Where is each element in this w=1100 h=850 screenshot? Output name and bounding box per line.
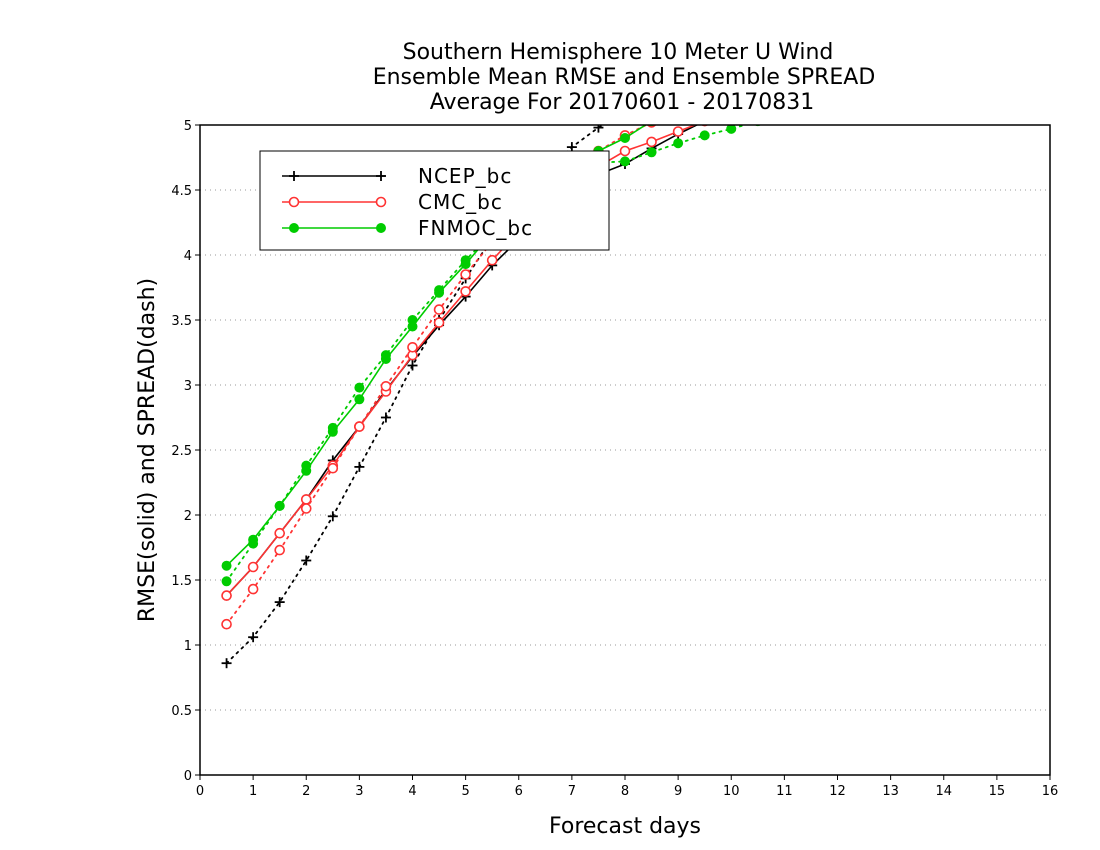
legend-marker-cmc-bc (288, 196, 300, 208)
point-cmc-bc-rmse (433, 317, 445, 328)
point-fnmoc-bc-spread (221, 576, 232, 587)
x-tick-label: 2 (302, 784, 310, 799)
point-fnmoc-bc-rmse (221, 560, 232, 571)
point-cmc-bc-rmse (221, 590, 232, 601)
point-cmc-bc-spread (274, 544, 285, 556)
x-tick-label: 6 (515, 784, 523, 799)
x-tick-label: 11 (776, 784, 793, 799)
y-tick-label: 3 (184, 379, 192, 394)
point-cmc-bc-rmse (274, 527, 285, 539)
point-fnmoc-bc-spread (407, 315, 418, 325)
point-fnmoc-bc-spread (274, 500, 285, 511)
point-ncep-bc-spread (354, 461, 365, 472)
legend-label-fnmoc-bc: FNMOC_bc (418, 216, 533, 240)
point-cmc-bc-spread (460, 269, 471, 280)
y-tick-label: 0 (184, 769, 192, 784)
y-tick-label: 1 (184, 639, 192, 654)
point-cmc-bc-rmse (460, 286, 471, 297)
point-fnmoc-bc-spread (434, 285, 445, 296)
point-cmc-bc-spread (433, 304, 445, 315)
point-fnmoc-bc-spread (726, 125, 737, 134)
point-ncep-bc-spread (566, 142, 577, 153)
point-fnmoc-bc-spread (354, 382, 365, 393)
legend-marker-cmc-bc (375, 196, 387, 208)
point-cmc-bc-rmse (247, 561, 259, 573)
point-fnmoc-bc-spread (673, 138, 684, 149)
point-cmc-bc-spread (221, 618, 232, 630)
y-tick-label: 2 (184, 509, 192, 524)
x-tick-label: 9 (674, 784, 682, 799)
point-fnmoc-bc-spread (327, 422, 338, 433)
x-tick-label: 7 (568, 784, 576, 799)
gridlines (200, 189, 1050, 711)
x-tick-label: 14 (935, 784, 952, 799)
point-cmc-bc-spread (407, 341, 418, 353)
x-tick-label: 15 (989, 784, 1006, 799)
legend-marker-ncep-bc (376, 171, 386, 181)
x-tick-label: 8 (621, 784, 629, 799)
point-cmc-bc-spread (300, 503, 312, 514)
x-tick-label: 0 (196, 784, 204, 799)
x-tick-label: 3 (355, 784, 363, 799)
y-tick-label: 4 (184, 249, 192, 264)
y-tick-label: 5 (184, 119, 192, 134)
point-ncep-bc-spread (274, 597, 285, 608)
point-fnmoc-bc-spread (620, 156, 630, 167)
chart-title-line-2: Ensemble Mean RMSE and Ensemble SPREAD (373, 65, 876, 90)
y-tick-label: 1.5 (171, 574, 192, 589)
point-cmc-bc-rmse (672, 126, 684, 137)
point-ncep-bc-spread (593, 125, 604, 133)
point-fnmoc-bc-spread (460, 255, 471, 266)
x-tick-label: 1 (249, 784, 257, 799)
legend-marker-fnmoc-bc (289, 223, 299, 233)
x-tick-label: 16 (1042, 784, 1059, 799)
y-tick-label: 3.5 (171, 314, 192, 329)
point-ncep-bc-spread (301, 555, 312, 566)
y-tick-label: 4.5 (171, 184, 192, 199)
plot-area (221, 125, 761, 669)
x-tick-label: 10 (723, 784, 740, 799)
x-tick-label: 4 (408, 784, 416, 799)
point-cmc-bc-spread (380, 380, 392, 392)
series-line-fnmoc-bc-spread (225, 125, 748, 583)
point-ncep-bc-spread (327, 511, 338, 522)
point-fnmoc-bc-spread (380, 350, 391, 361)
point-fnmoc-bc-rmse (620, 133, 630, 143)
legend-marker-fnmoc-bc (376, 223, 386, 233)
axes: 00.511.522.533.544.550 1 2 3 4 5 6 7 8 9 10 11 12 13 1… (171, 119, 1058, 799)
point-ncep-bc-spread (248, 632, 259, 643)
point-fnmoc-bc-spread (301, 460, 312, 471)
point-cmc-bc-rmse (486, 254, 498, 266)
y-tick-label: 2.5 (171, 444, 192, 459)
series-line-ncep-bc-spread (225, 125, 605, 665)
legend-label-cmc-bc: CMC_bc (418, 190, 503, 214)
point-fnmoc-bc-spread (248, 538, 259, 549)
point-cmc-bc-spread (354, 421, 365, 432)
x-tick-label: 13 (882, 784, 899, 799)
series-clip-group (221, 125, 761, 669)
y-tick-label: 0.5 (171, 704, 192, 719)
point-ncep-bc-spread (221, 658, 232, 669)
legend-label-ncep-bc: NCEP_bc (418, 164, 512, 188)
point-fnmoc-bc-spread (699, 130, 710, 141)
point-cmc-bc-spread (247, 583, 259, 595)
y-axis-label: RMSE(solid) and SPREAD(dash) (135, 278, 160, 622)
x-axis-label: Forecast days (549, 814, 701, 839)
point-cmc-bc-spread (327, 462, 339, 474)
chart-title-line-1: Southern Hemisphere 10 Meter U Wind (403, 40, 834, 65)
point-fnmoc-bc-rmse (354, 394, 365, 405)
point-cmc-bc-rmse (300, 494, 312, 505)
point-cmc-bc-rmse (646, 136, 657, 148)
legend-marker-ncep-bc (289, 171, 299, 181)
point-cmc-bc-rmse (619, 145, 631, 157)
point-fnmoc-bc-spread (646, 147, 657, 158)
x-tick-label: 5 (461, 784, 469, 799)
legend-box (259, 150, 610, 251)
x-tick-label: 12 (829, 784, 846, 799)
point-ncep-bc-spread (380, 412, 391, 423)
chart-title-line-3: Average For 20170601 - 20170831 (430, 90, 815, 115)
point-ncep-bc-spread (407, 360, 418, 371)
